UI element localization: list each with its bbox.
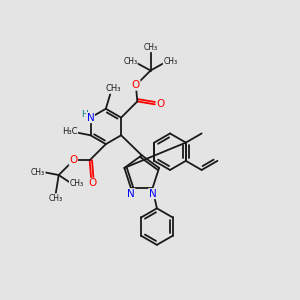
Text: N: N xyxy=(148,189,156,199)
Text: N: N xyxy=(127,189,135,199)
Text: CH₃: CH₃ xyxy=(163,57,177,66)
Text: CH₃: CH₃ xyxy=(49,194,63,203)
Text: CH₃: CH₃ xyxy=(123,57,137,66)
Text: CH₃: CH₃ xyxy=(105,84,121,93)
Text: N: N xyxy=(87,112,94,123)
Text: O: O xyxy=(69,155,78,165)
Text: CH₃: CH₃ xyxy=(69,179,83,188)
Text: CH₃: CH₃ xyxy=(31,168,45,177)
Text: CH₃: CH₃ xyxy=(143,43,158,52)
Text: O: O xyxy=(132,80,140,90)
Text: H: H xyxy=(81,110,87,118)
Text: O: O xyxy=(88,178,97,188)
Text: O: O xyxy=(156,99,164,110)
Text: H₃C: H₃C xyxy=(62,127,78,136)
